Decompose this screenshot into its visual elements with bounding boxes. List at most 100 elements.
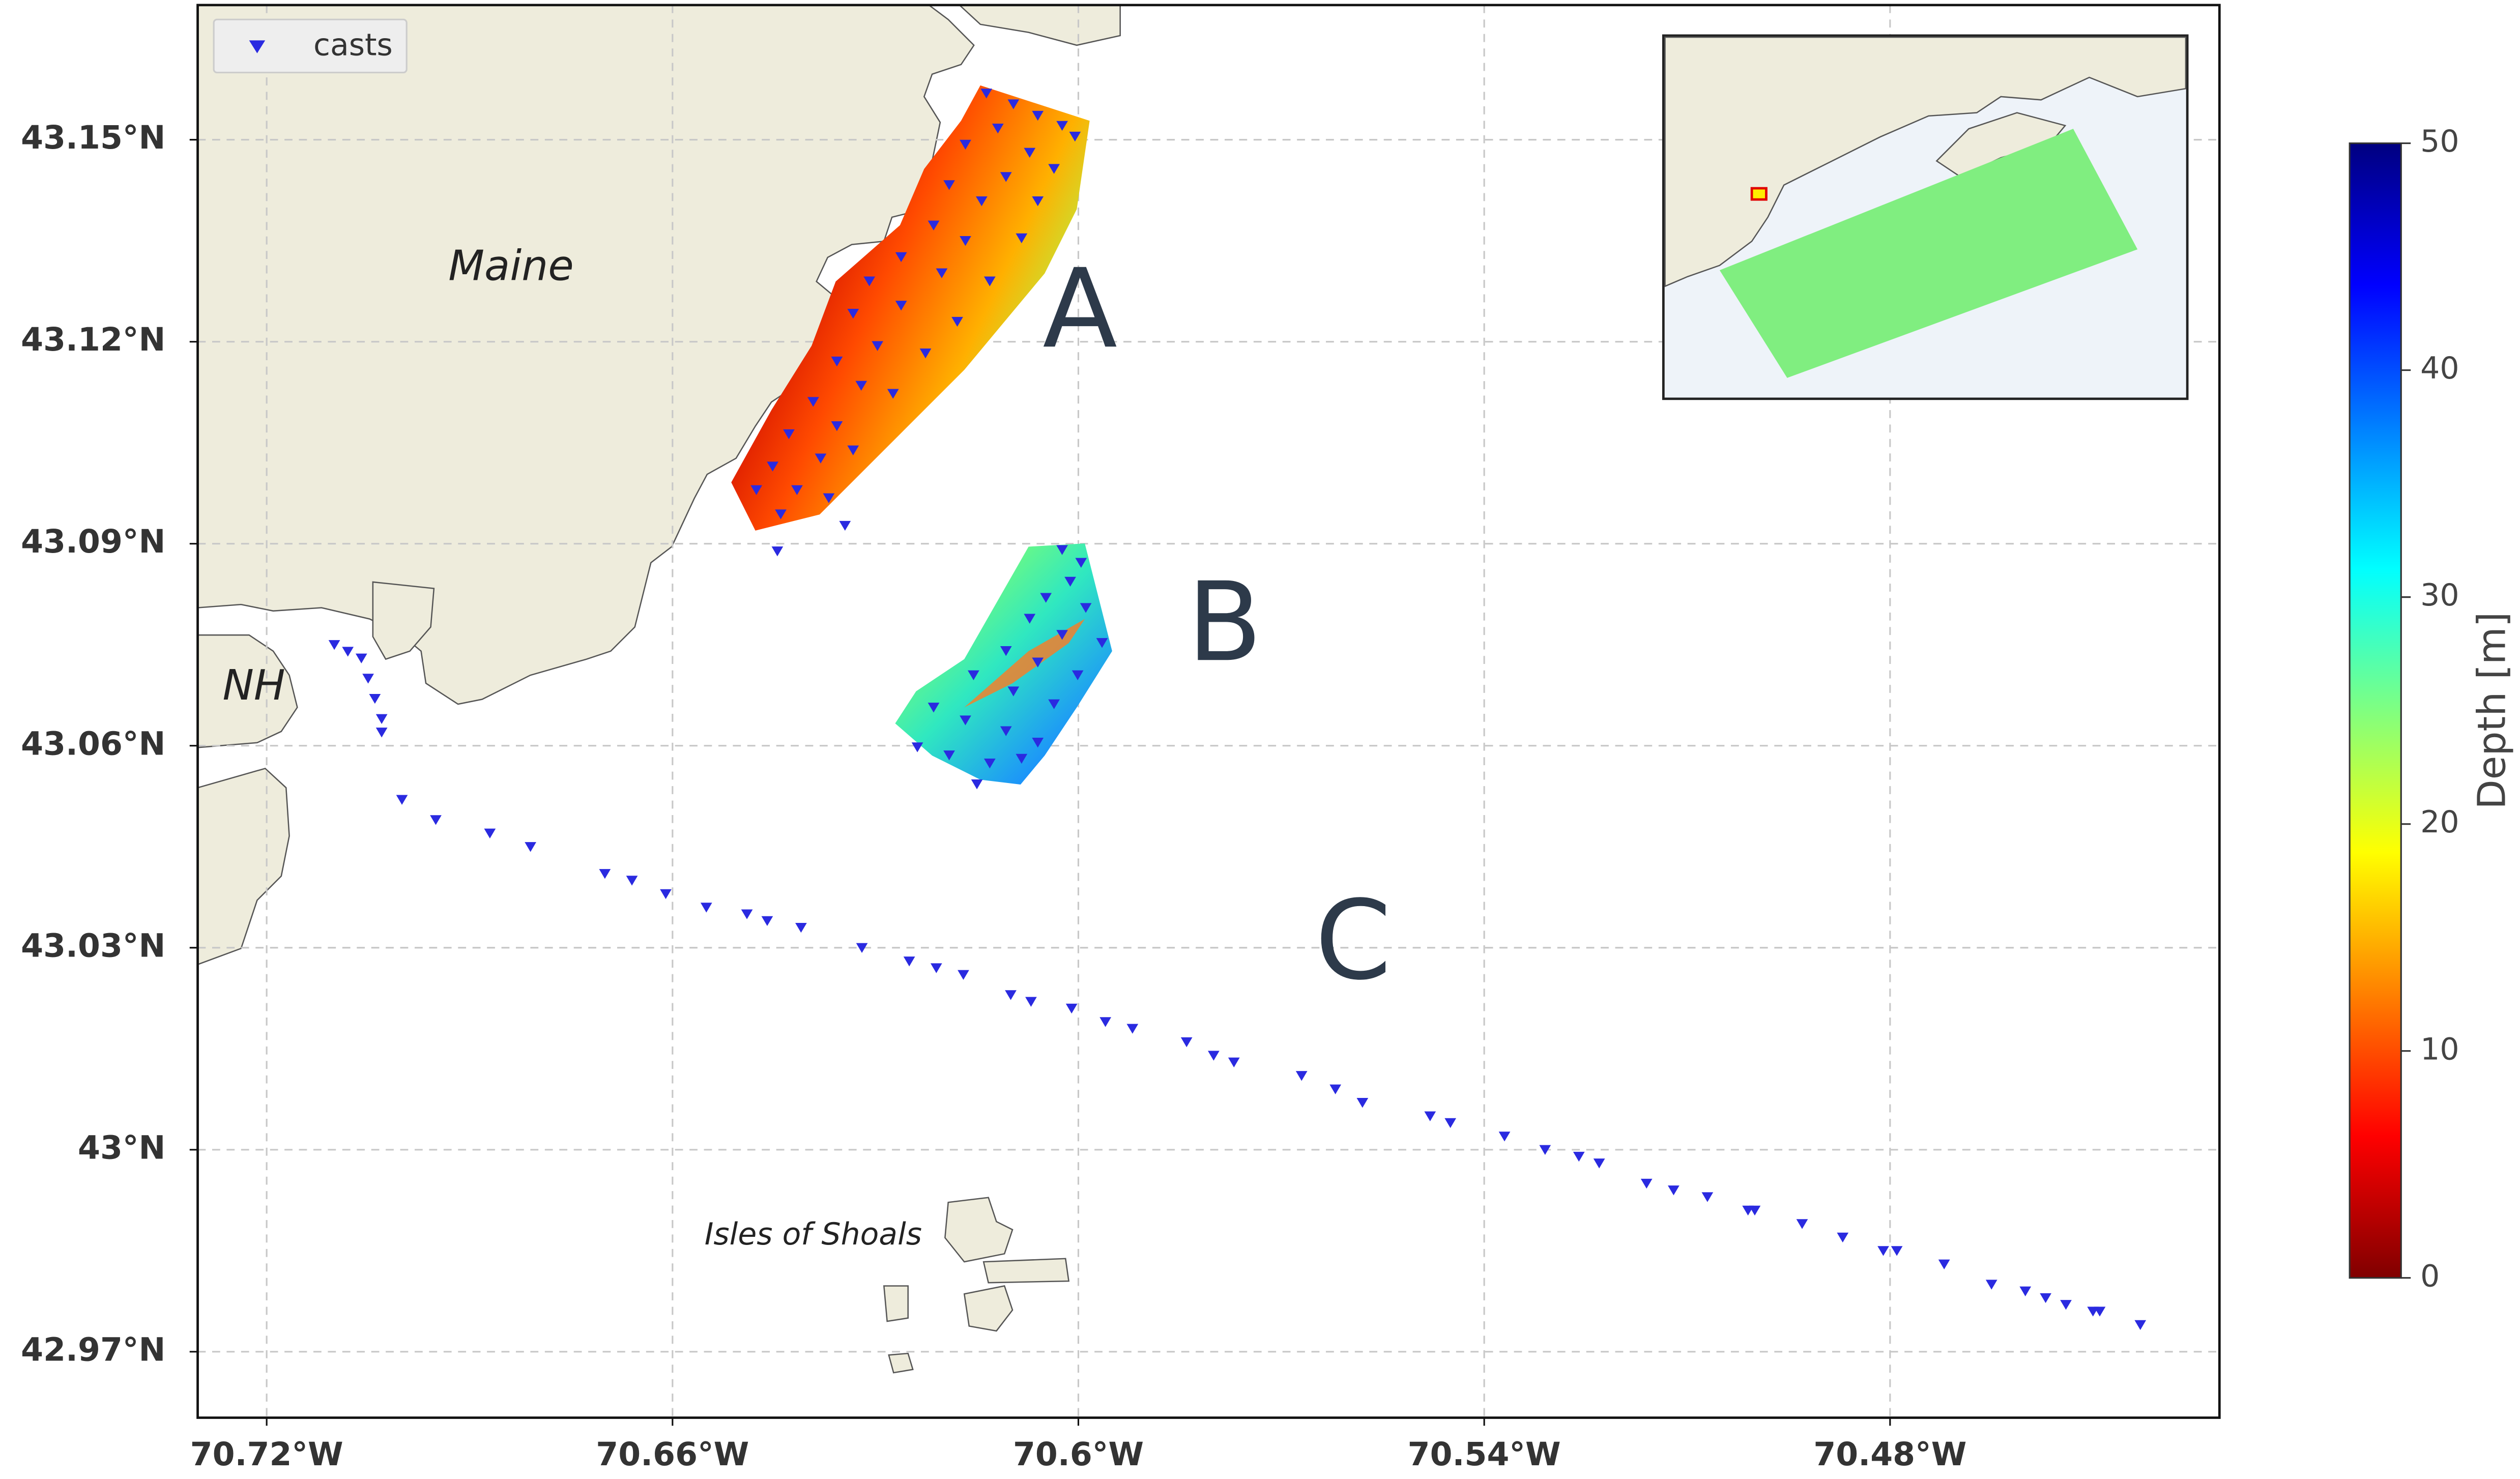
cast-marker bbox=[1065, 1003, 1078, 1014]
cast-marker bbox=[1000, 726, 1012, 736]
cast-marker bbox=[1356, 1098, 1369, 1108]
cast-marker bbox=[895, 301, 907, 311]
bathymetry-a bbox=[731, 85, 1090, 531]
cast-marker bbox=[1048, 699, 1060, 709]
cast-marker bbox=[1424, 1111, 1436, 1121]
cast-marker bbox=[847, 308, 859, 319]
inset-domain bbox=[1719, 129, 2138, 378]
island bbox=[888, 1352, 914, 1374]
cast-marker bbox=[430, 815, 442, 825]
colorbar-tick-label: 30 bbox=[2420, 577, 2459, 613]
cast-marker bbox=[342, 647, 354, 657]
cast-marker bbox=[1025, 997, 1037, 1007]
cast-marker bbox=[807, 397, 819, 407]
cast-marker bbox=[783, 429, 795, 440]
inset-map bbox=[1662, 34, 2189, 400]
cast-marker bbox=[2019, 1286, 2032, 1296]
cast-marker bbox=[767, 461, 778, 472]
cast-marker bbox=[741, 909, 753, 919]
place-label: Isles of Shoals bbox=[705, 1216, 922, 1252]
cast-marker bbox=[1056, 121, 1068, 131]
cast-marker bbox=[815, 453, 827, 463]
cast-marker bbox=[750, 485, 763, 496]
cast-marker bbox=[700, 903, 712, 913]
x-tick-label: 70.66°W bbox=[596, 1435, 749, 1473]
colorbar-tick-label: 0 bbox=[2420, 1258, 2440, 1294]
cast-marker bbox=[1048, 164, 1060, 174]
place-label: NH bbox=[223, 661, 285, 710]
cast-marker bbox=[895, 252, 907, 263]
cast-marker bbox=[375, 728, 388, 738]
cast-marker bbox=[960, 139, 971, 150]
colorbar-label: Depth [m] bbox=[2469, 612, 2514, 809]
cast-marker bbox=[1295, 1071, 1308, 1081]
cast-marker bbox=[980, 89, 993, 99]
cast-marker bbox=[626, 876, 638, 886]
inset-study-area bbox=[1750, 187, 1768, 201]
cast-marker bbox=[919, 349, 932, 359]
island bbox=[944, 1197, 1013, 1263]
cast-marker bbox=[1056, 630, 1068, 640]
cast-marker bbox=[1007, 686, 1020, 697]
region-label: C bbox=[1315, 877, 1392, 1004]
cast-marker bbox=[1005, 990, 1017, 1000]
cast-marker bbox=[791, 485, 803, 496]
cast-marker bbox=[1938, 1259, 1950, 1270]
cast-marker bbox=[2094, 1307, 2106, 1317]
cast-marker bbox=[887, 389, 899, 399]
grid bbox=[197, 5, 2220, 1418]
cast-marker bbox=[375, 714, 388, 724]
cast-marker bbox=[1891, 1246, 1903, 1256]
y-tick-label: 43.06°N bbox=[21, 724, 165, 762]
cast-marker bbox=[660, 889, 672, 900]
cast-marker bbox=[1007, 99, 1020, 109]
cast-marker bbox=[1180, 1037, 1193, 1048]
maine-coast bbox=[197, 5, 975, 705]
cast-marker bbox=[1064, 576, 1076, 587]
cast-marker bbox=[1796, 1219, 1808, 1229]
region-label: B bbox=[1187, 559, 1262, 686]
cast-marker bbox=[1032, 110, 1044, 121]
cast-marker bbox=[1056, 545, 1068, 555]
cast-marker bbox=[943, 750, 955, 761]
cast-marker bbox=[761, 916, 773, 926]
legend-marker bbox=[249, 40, 266, 53]
island bbox=[963, 1285, 1013, 1332]
cast-marker bbox=[1080, 603, 1092, 613]
cast-marker bbox=[928, 220, 940, 230]
cast-marker bbox=[1040, 593, 1052, 603]
x-tick-label: 70.48°W bbox=[1813, 1435, 1966, 1473]
cast-marker bbox=[1024, 148, 1036, 158]
cast-marker bbox=[1444, 1118, 1457, 1128]
cast-marker bbox=[983, 759, 996, 769]
cast-marker bbox=[1096, 638, 1108, 648]
cast-marker bbox=[992, 124, 1004, 134]
cast-marker bbox=[355, 653, 367, 663]
cast-marker bbox=[847, 445, 859, 455]
cast-marker bbox=[930, 963, 942, 973]
colorbar bbox=[2349, 142, 2402, 1279]
cast-marker bbox=[1069, 131, 1081, 142]
cast-marker bbox=[1539, 1145, 1551, 1155]
cast-marker bbox=[1032, 196, 1044, 207]
cast-marker bbox=[771, 546, 784, 557]
cast-marker bbox=[1701, 1192, 1714, 1202]
y-tick-label: 43.03°N bbox=[21, 926, 165, 964]
cast-marker bbox=[976, 196, 988, 207]
bathymetry-b bbox=[895, 543, 1112, 785]
cast-marker bbox=[968, 670, 979, 680]
legend-box bbox=[213, 18, 408, 74]
cast-marker bbox=[1024, 614, 1036, 624]
x-tick-label: 70.54°W bbox=[1408, 1435, 1561, 1473]
cast-marker bbox=[1329, 1084, 1342, 1094]
casts bbox=[328, 89, 2147, 1330]
colorbar-tick-label: 40 bbox=[2420, 351, 2459, 386]
cast-marker bbox=[960, 715, 971, 726]
cast-marker bbox=[872, 341, 884, 351]
x-tick-label: 70.72°W bbox=[190, 1435, 343, 1473]
cast-marker bbox=[484, 828, 496, 838]
cast-marker bbox=[1837, 1232, 1849, 1243]
y-tick-label: 43.15°N bbox=[21, 119, 165, 156]
cast-marker bbox=[1032, 738, 1044, 748]
cast-marker bbox=[1075, 558, 1087, 568]
